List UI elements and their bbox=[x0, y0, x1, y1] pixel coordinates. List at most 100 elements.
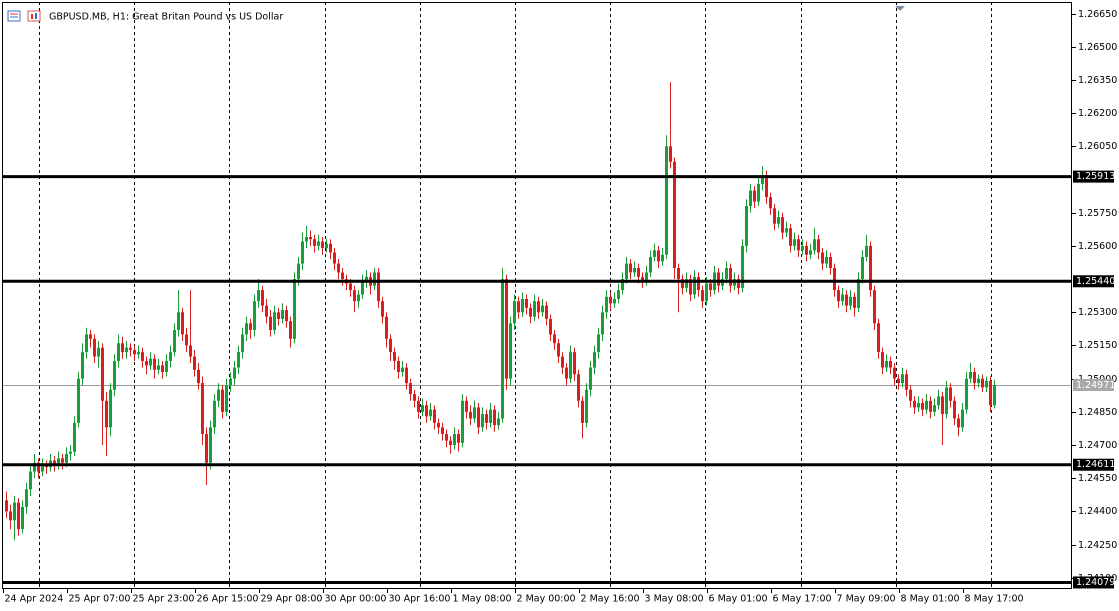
icon bbox=[27, 10, 41, 22]
candle-body bbox=[633, 268, 636, 273]
candle-body bbox=[297, 263, 300, 280]
candle-body bbox=[425, 405, 428, 417]
candle-body bbox=[537, 301, 540, 313]
candle-body bbox=[541, 305, 544, 313]
x-tick-label: 3 May 08:00 bbox=[645, 594, 704, 605]
candle-body bbox=[13, 502, 16, 521]
candle-body bbox=[21, 507, 24, 530]
y-tick-label: 1.25150 bbox=[1078, 340, 1117, 351]
candle-body bbox=[957, 418, 960, 428]
candle-body bbox=[581, 400, 584, 423]
candle-body bbox=[929, 400, 932, 412]
candle-body bbox=[137, 352, 140, 355]
candle-body bbox=[985, 380, 988, 388]
candle-body bbox=[921, 402, 924, 410]
candle-body bbox=[769, 197, 772, 209]
candle-body bbox=[85, 334, 88, 353]
candle-body bbox=[517, 301, 520, 313]
candle-body bbox=[817, 239, 820, 253]
candle-body bbox=[241, 334, 244, 353]
candle-body bbox=[849, 296, 852, 306]
candle-body bbox=[365, 276, 368, 282]
candle-body bbox=[953, 400, 956, 419]
candle-body bbox=[25, 489, 28, 508]
x-tick-label: 30 Apr 16:00 bbox=[389, 594, 451, 605]
candle-body bbox=[825, 256, 828, 264]
candle-body bbox=[269, 316, 272, 330]
level-label-box bbox=[1073, 458, 1114, 471]
candle-body bbox=[509, 323, 512, 379]
candle-body bbox=[141, 352, 144, 361]
candle-body bbox=[201, 383, 204, 434]
candle-body bbox=[709, 283, 712, 291]
candle-body bbox=[209, 427, 212, 463]
candle-body bbox=[597, 334, 600, 353]
icon bbox=[7, 10, 21, 22]
y-tick-label: 1.26200 bbox=[1078, 108, 1117, 119]
candle-body bbox=[637, 268, 640, 277]
candle-body bbox=[237, 352, 240, 368]
candle-body bbox=[873, 290, 876, 324]
candle-body bbox=[229, 378, 232, 386]
candle-body bbox=[717, 272, 720, 286]
icon-bar bbox=[31, 14, 33, 19]
candle-body bbox=[905, 374, 908, 390]
candle-body bbox=[681, 279, 684, 288]
y-tick-label: 1.25300 bbox=[1078, 307, 1117, 318]
candle-body bbox=[213, 400, 216, 428]
level-label: 1.25913 bbox=[1076, 171, 1115, 182]
level-label-box bbox=[1073, 170, 1114, 183]
candle-body bbox=[181, 312, 184, 335]
candle-body bbox=[145, 360, 148, 366]
candle-body bbox=[397, 360, 400, 373]
candle-body bbox=[341, 272, 344, 280]
candle-body bbox=[809, 250, 812, 255]
candle-body bbox=[837, 290, 840, 302]
y-tick-label: 1.26050 bbox=[1078, 141, 1117, 152]
candle-body bbox=[317, 241, 320, 246]
candle-body bbox=[841, 294, 844, 302]
candle-body bbox=[257, 290, 260, 302]
x-tick-label: 25 Apr 23:00 bbox=[133, 594, 195, 605]
candle-body bbox=[549, 318, 552, 335]
candle-body bbox=[277, 312, 280, 319]
candle-body bbox=[741, 245, 744, 288]
candle-body bbox=[729, 268, 732, 286]
candle-body bbox=[897, 378, 900, 384]
candle-body bbox=[405, 367, 408, 384]
candle-body bbox=[225, 385, 228, 412]
candle-body bbox=[669, 146, 672, 162]
candle-body bbox=[453, 433, 456, 446]
candle-body bbox=[389, 338, 392, 353]
candle-body bbox=[533, 301, 536, 317]
candle-body bbox=[161, 365, 164, 373]
candle-body bbox=[57, 458, 60, 465]
candle-body bbox=[569, 352, 572, 379]
y-tick-label: 1.25600 bbox=[1078, 241, 1117, 252]
candle-body bbox=[293, 279, 296, 339]
candle-body bbox=[197, 369, 200, 384]
candle-body bbox=[485, 414, 488, 423]
y-tick-label: 1.24250 bbox=[1078, 540, 1117, 551]
candle-body bbox=[165, 360, 168, 373]
x-tick-label: 7 May 09:00 bbox=[837, 594, 896, 605]
toolbar-icons bbox=[7, 10, 41, 22]
x-tick-label: 25 Apr 07:00 bbox=[69, 594, 131, 605]
candle-body bbox=[521, 298, 524, 313]
candle-body bbox=[969, 372, 972, 379]
candle-body bbox=[689, 279, 692, 295]
candle-body bbox=[909, 389, 912, 401]
candle-body bbox=[469, 411, 472, 419]
candle-body bbox=[53, 460, 56, 465]
candle-body bbox=[221, 389, 224, 412]
candle-body bbox=[281, 310, 284, 319]
candle-body bbox=[609, 296, 612, 304]
candle-body bbox=[901, 374, 904, 384]
candle-body bbox=[545, 305, 548, 319]
candle-body bbox=[697, 276, 700, 291]
candle-body bbox=[945, 387, 948, 415]
candle-body bbox=[605, 296, 608, 313]
current-price-label: 1.24971 bbox=[1076, 380, 1115, 391]
candle-body bbox=[493, 409, 496, 426]
candle-body bbox=[385, 316, 388, 339]
